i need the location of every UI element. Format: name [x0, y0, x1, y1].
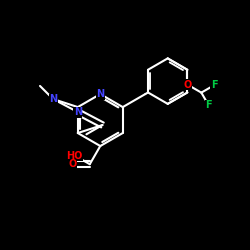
Text: N: N — [49, 94, 57, 104]
Text: N: N — [96, 89, 104, 99]
Text: O: O — [68, 159, 76, 169]
Text: HO: HO — [66, 150, 83, 160]
Text: N: N — [74, 107, 82, 117]
Text: F: F — [211, 80, 218, 90]
Text: O: O — [183, 80, 192, 90]
Text: F: F — [206, 100, 212, 110]
